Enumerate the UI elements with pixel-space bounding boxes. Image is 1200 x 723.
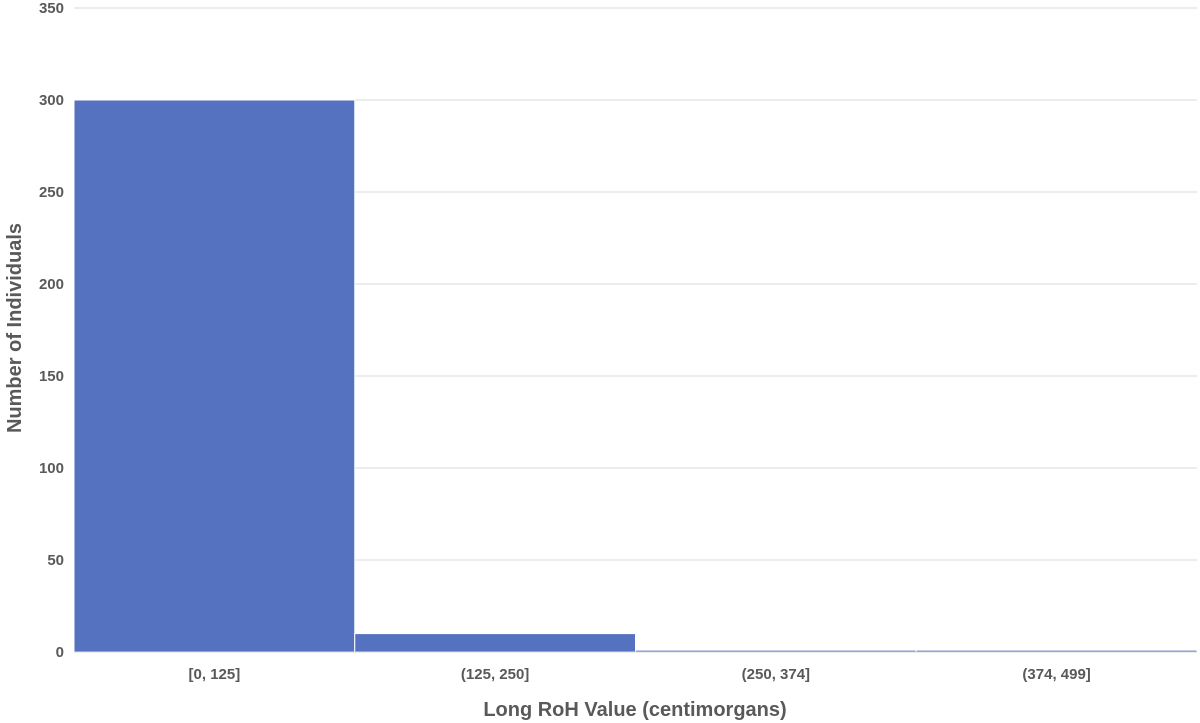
x-axis-ticks: [0, 125] (125, 250] (250, 374] (374, 499] [189,666,1091,683]
x-tick-label: (250, 374] [742,666,810,683]
x-tick-label: (125, 250] [461,666,529,683]
bar [354,633,636,653]
bar [73,99,356,653]
y-axis-ticks: 0 50 100 150 200 250 300 350 [39,0,64,661]
y-tick-label: 200 [39,276,64,293]
y-tick-label: 150 [39,368,64,385]
y-tick-label: 250 [39,184,64,201]
x-axis-title: Long RoH Value (centimorgans) [483,699,786,721]
x-tick-label: (374, 499] [1022,666,1090,683]
y-tick-label: 100 [39,460,64,477]
y-tick-label: 50 [47,552,64,569]
y-tick-label: 300 [39,92,64,109]
y-tick-label: 350 [39,0,64,17]
x-tick-label: [0, 125] [189,666,241,683]
y-tick-label: 0 [56,644,64,661]
y-axis-title: Number of Individuals [4,223,26,433]
